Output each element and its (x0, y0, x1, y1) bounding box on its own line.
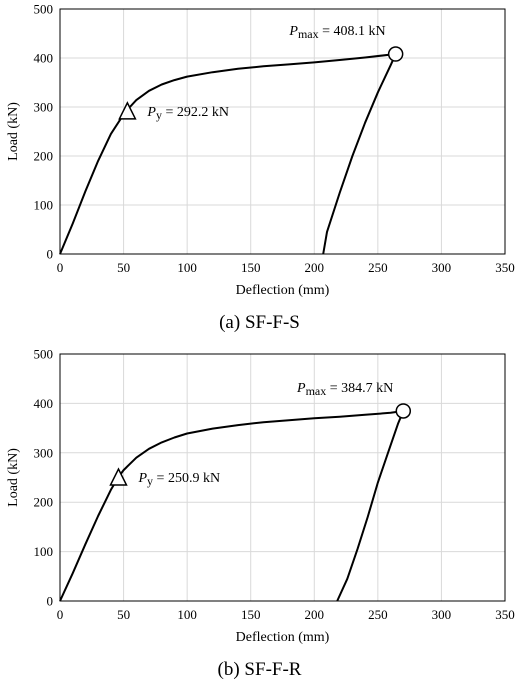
chart-a-x-tick-label: 200 (305, 260, 325, 275)
chart-b-yield-symbol: P (137, 471, 147, 486)
chart-b-max-marker-circle (395, 403, 412, 419)
chart-b-x-tick-label: 100 (177, 607, 197, 622)
chart-b-yield-annotation: Py = 250.9 kN (137, 471, 220, 488)
chart-b-x-tick-label: 150 (241, 607, 261, 622)
chart-a-y-tick-label: 0 (47, 247, 54, 262)
chart-a-plot-area (60, 9, 505, 254)
chart-a-x-tick-label: 350 (495, 260, 515, 275)
chart-a-y-tick-label: 400 (34, 51, 54, 66)
chart-a-yield-marker-triangle (118, 101, 137, 120)
chart-b-max-subscript: max (306, 384, 327, 398)
chart-b-y-tick-label: 400 (34, 396, 54, 411)
chart-b-y-tick-label: 0 (47, 594, 54, 609)
chart-a-yield-annotation: Py = 292.2 kN (146, 105, 229, 122)
chart-b-yield-marker-triangle (109, 467, 128, 486)
chart-a-max-subscript: max (298, 27, 319, 41)
chart-b-x-tick-label: 300 (432, 607, 452, 622)
chart-a-svg: 0 50 100 150 200 250 300 350 0 100 200 300 400 500 Def… (6, 2, 515, 299)
chart-b-x-tick-label: 250 (368, 607, 388, 622)
chart-b-x-tick-label: 200 (305, 607, 325, 622)
chart-a-y-tick-label: 300 (34, 100, 54, 115)
chart-a-yield-symbol: P (146, 105, 156, 120)
chart-a-max-marker-circle (387, 46, 404, 62)
chart-panel-a: 0 50 100 150 200 250 300 350 0 100 200 300 400 500 Def… (0, 0, 519, 343)
chart-b-max-symbol: P (296, 381, 306, 396)
chart-a-x-tick-label: 100 (177, 260, 197, 275)
chart-a-y-tick-label: 200 (34, 149, 54, 164)
chart-a-max-value: = 408.1 kN (319, 24, 386, 39)
chart-b-y-axis-label: Load (kN) (6, 448, 21, 507)
chart-b-y-tick-label: 300 (34, 445, 54, 460)
chart-a-y-tick-label: 100 (34, 198, 54, 213)
chart-b-plot-area (60, 354, 505, 601)
chart-b-y-tick-label: 500 (34, 347, 54, 362)
chart-b-x-tick-label: 0 (57, 607, 64, 622)
chart-b-y-tick-label: 100 (34, 544, 54, 559)
chart-b-max-value: = 384.7 kN (326, 381, 393, 396)
chart-a-x-tick-label: 150 (241, 260, 261, 275)
chart-a-x-axis-label: Deflection (mm) (236, 283, 330, 298)
chart-a-caption: (a) SF-F-S (219, 312, 300, 333)
chart-a-yield-subscript: y (156, 108, 162, 122)
chart-a-x-tick-label: 300 (432, 260, 452, 275)
chart-b-x-tick-label: 350 (495, 607, 515, 622)
chart-b-max-annotation: Pmax = 384.7 kN (296, 381, 393, 398)
chart-a-max-annotation: Pmax = 408.1 kN (288, 24, 385, 41)
chart-a-x-tick-label: 250 (368, 260, 388, 275)
chart-panel-b: 0 50 100 150 200 250 300 350 0 100 200 300 400 500 Def… (0, 343, 519, 687)
chart-b-y-tick-label: 200 (34, 495, 54, 510)
chart-b-x-tick-label: 50 (117, 607, 130, 622)
chart-a-x-tick-label: 50 (117, 260, 130, 275)
chart-a-max-symbol: P (288, 24, 298, 39)
chart-a-y-tick-label: 500 (34, 2, 54, 17)
chart-a-x-tick-label: 0 (57, 260, 64, 275)
chart-b-caption: (b) SF-F-R (217, 659, 302, 680)
chart-b-yield-value: = 250.9 kN (153, 471, 220, 486)
chart-a-plot-frame (59, 8, 506, 255)
chart-b-svg: 0 50 100 150 200 250 300 350 0 100 200 300 400 500 Def… (6, 347, 515, 646)
chart-b-x-axis-label: Deflection (mm) (236, 630, 330, 645)
chart-a-series-line-0 (59, 53, 397, 255)
chart-a-yield-value: = 292.2 kN (162, 105, 229, 120)
chart-b-yield-subscript: y (147, 474, 153, 488)
chart-a-y-axis-label: Load (kN) (6, 102, 21, 161)
chart-b-plot-frame (59, 353, 506, 602)
